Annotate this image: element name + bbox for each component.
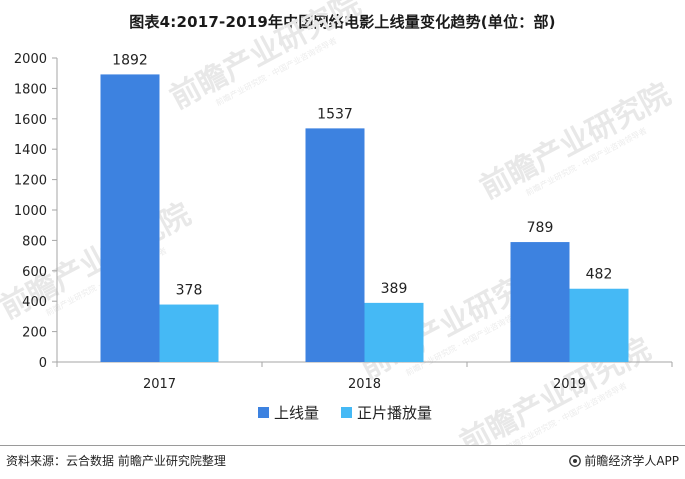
y-tick-label: 1800 (14, 82, 47, 97)
chart-legend: 上线量 正片播放量 (258, 404, 432, 422)
data-label: 1537 (317, 106, 353, 122)
watermark-text: 前瞻产业研究院 (165, 0, 367, 116)
data-label: 378 (176, 283, 203, 299)
y-tick-label: 2000 (14, 52, 47, 67)
chart-bars (100, 74, 629, 362)
footer-divider (0, 445, 685, 446)
legend-label: 上线量 (274, 404, 319, 422)
data-label: 482 (586, 267, 613, 283)
y-tick-label: 800 (22, 234, 47, 249)
x-tick-label: 2018 (348, 377, 381, 392)
y-tick-label: 1200 (14, 174, 47, 189)
y-tick-label: 200 (22, 326, 47, 341)
x-tick-label: 2019 (553, 377, 586, 392)
brand-label: 前瞻经济学人APP (584, 454, 679, 468)
bar-online-2019 (510, 242, 570, 362)
y-tick-label: 0 (39, 356, 47, 371)
bar-views-2019 (569, 288, 629, 362)
y-tick-label: 1400 (14, 143, 47, 158)
watermark-text: 前瞻产业研究院 (475, 77, 677, 206)
bar-online-2017 (100, 74, 160, 362)
legend-swatch (341, 407, 352, 418)
chart-title: 图表4:2017-2019年中国网络电影上线量变化趋势(单位：部) (129, 13, 556, 31)
y-tick-label: 400 (22, 295, 47, 310)
chart-labels: 1892 378 1537 389 789 482 (112, 52, 612, 298)
bar-views-2017 (159, 304, 219, 362)
legend-label: 正片播放量 (357, 404, 432, 422)
y-tick-label: 1600 (14, 113, 47, 128)
x-tick-label: 2017 (143, 377, 176, 392)
y-tick-label: 600 (22, 265, 47, 280)
data-label: 389 (381, 281, 408, 297)
brand-logo-icon (569, 454, 582, 467)
brand-credit: 前瞻经济学人APP (569, 452, 679, 469)
legend-swatch (258, 407, 269, 418)
bar-online-2018 (305, 128, 365, 362)
y-tick-label: 1000 (14, 204, 47, 219)
data-label: 789 (527, 220, 554, 236)
source-note: 资料来源：云合数据 前瞻产业研究院整理 (6, 454, 226, 468)
data-label: 1892 (112, 52, 148, 68)
bar-views-2018 (364, 302, 424, 362)
